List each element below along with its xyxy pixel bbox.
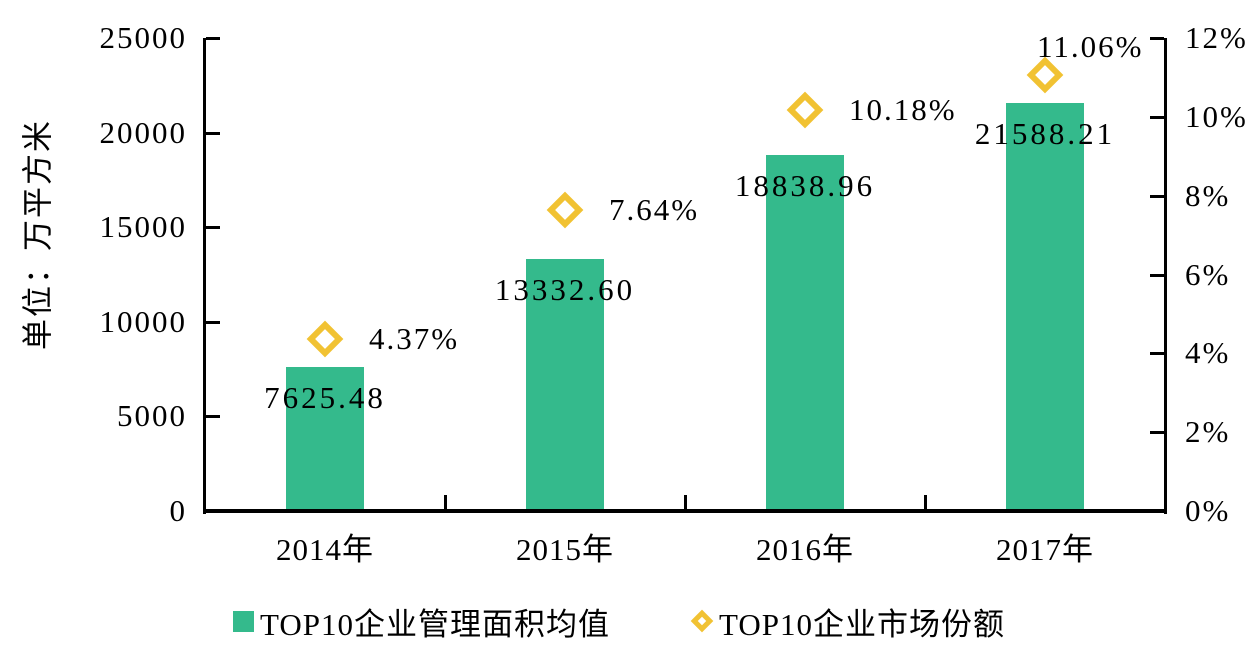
right-axis-tick-label: 8% [1185, 178, 1231, 213]
right-axis-tick-label: 10% [1185, 99, 1248, 134]
bar [286, 367, 364, 509]
diamond-marker [786, 91, 824, 129]
bar [1006, 103, 1084, 509]
left-axis-tick [206, 132, 220, 135]
x-axis-category-label: 2017年 [996, 532, 1094, 567]
bar-series-swatch-icon [233, 610, 254, 632]
right-axis-tick [1150, 431, 1164, 434]
point-value-label: 10.18% [849, 92, 957, 127]
right-axis-tick-label: 0% [1185, 493, 1231, 528]
left-axis-tick-label: 20000 [99, 115, 187, 150]
point-value-label: 4.37% [369, 321, 460, 356]
legend-item-market-share: TOP10企业市场份额 [690, 598, 1005, 644]
left-axis-tick [206, 226, 220, 229]
left-axis-tick-label: 10000 [99, 304, 187, 339]
legend-label-managed-area: TOP10企业管理面积均值 [260, 606, 611, 642]
right-axis-tick [1150, 37, 1164, 40]
right-axis-line [1164, 38, 1167, 514]
left-axis-tick [206, 37, 220, 40]
point-value-label: 11.06% [1037, 29, 1144, 64]
diamond-marker [546, 191, 584, 229]
x-axis-category-label: 2014年 [276, 532, 374, 567]
bar-value-label: 13332.60 [494, 272, 636, 307]
left-axis-tick [206, 415, 220, 418]
legend: TOP10企业管理面积均值 TOP10企业市场份额 [0, 598, 1259, 644]
right-axis-tick-label: 6% [1185, 257, 1231, 292]
x-axis-tick [924, 495, 927, 509]
x-axis-tick [684, 495, 687, 509]
bottom-axis-line [203, 509, 1167, 513]
diamond-marker [306, 320, 344, 358]
bar [766, 155, 844, 509]
legend-item-managed-area: TOP10企业管理面积均值 [233, 598, 610, 644]
bar [526, 259, 604, 509]
right-axis-tick-label: 2% [1185, 414, 1231, 449]
right-axis-tick [1150, 195, 1164, 198]
legend-label-market-share: TOP10企业市场份额 [719, 606, 1006, 642]
right-axis-tick-label: 12% [1185, 20, 1248, 55]
left-axis-tick [206, 321, 220, 324]
left-axis-line [203, 38, 206, 514]
bar-value-label: 21588.21 [974, 116, 1116, 151]
left-axis-tick-label: 15000 [99, 209, 187, 244]
bar-value-label: 7625.48 [264, 380, 386, 415]
diamond-series-swatch-icon [690, 609, 714, 633]
right-axis-tick [1150, 116, 1164, 119]
bar-value-label: 18838.96 [734, 168, 876, 203]
x-axis-category-label: 2016年 [756, 532, 854, 567]
x-axis-tick [444, 495, 447, 509]
point-value-label: 7.64% [609, 192, 700, 227]
left-axis-tick-label: 0 [169, 493, 187, 528]
right-axis-tick [1150, 352, 1164, 355]
x-axis-category-label: 2015年 [516, 532, 614, 567]
right-axis-tick-label: 4% [1185, 335, 1231, 370]
left-axis-tick-label: 5000 [117, 398, 187, 433]
left-axis-tick-label: 25000 [99, 20, 187, 55]
right-axis-tick [1150, 274, 1164, 277]
